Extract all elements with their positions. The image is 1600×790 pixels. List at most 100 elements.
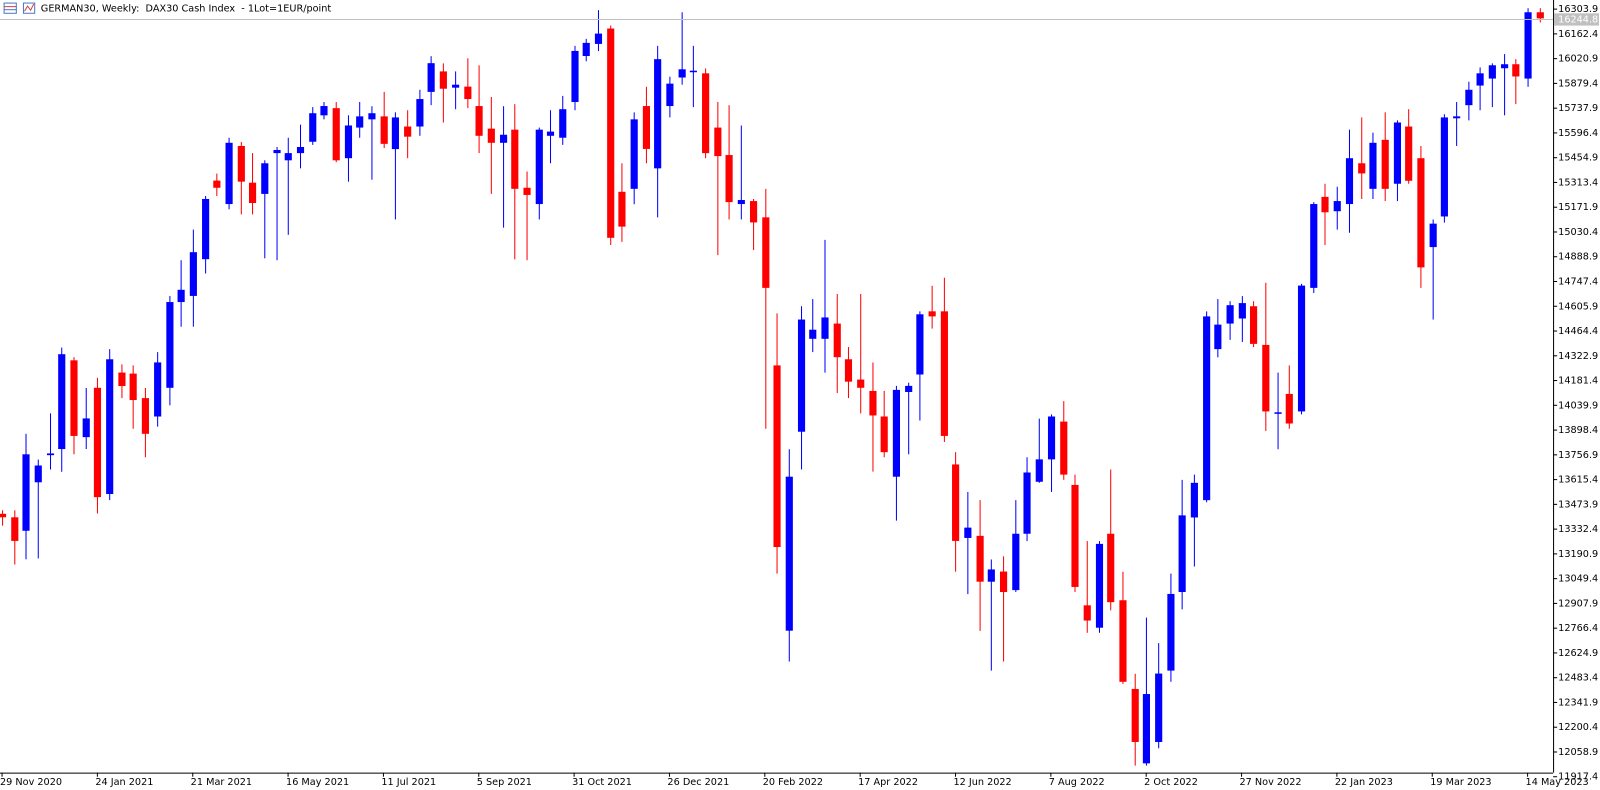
candle-body [1167,593,1175,671]
candle-body [1310,204,1318,288]
candle-body [1190,482,1198,518]
candle-body [1214,324,1222,350]
y-tick-label: 12766.4 [1558,623,1598,634]
candle-body [785,476,793,631]
y-tick-label: 14181.4 [1558,376,1598,387]
candle-body [1060,421,1068,475]
y-tick-label: 12907.9 [1558,598,1598,609]
candle-body [368,113,376,120]
candle-body [1358,163,1366,174]
candle-body [844,359,853,382]
candle-body [237,145,245,182]
candle-body [452,84,460,88]
candle-body [511,129,519,189]
candle-body [356,116,364,128]
candle-body [1405,126,1413,181]
icon-graph [24,3,35,12]
candle-body [1238,303,1246,319]
candle-body [118,372,126,387]
y-tick-label: 16303.9 [1558,4,1598,15]
y-tick-label: 13615.4 [1558,475,1598,486]
x-tick-label: 5 Sep 2021 [477,777,532,788]
candle-body [797,319,806,432]
candle-body [1453,116,1461,119]
candle-body [1262,344,1270,412]
y-tick-label: 13756.9 [1558,450,1598,461]
candle-body [225,142,233,205]
y-tick-label: 15313.4 [1558,177,1598,188]
candle-body [1333,201,1341,212]
candle-body [714,127,722,157]
candle-body [500,134,508,143]
candle-body [1119,600,1127,682]
candle-body [1250,306,1258,344]
candle-body [666,83,674,107]
candle-body [309,113,317,142]
candle-body [1142,694,1150,764]
candle-body [1285,393,1293,424]
y-tick-label: 12624.9 [1558,648,1598,659]
candle-body [202,198,210,260]
candle-body [1393,122,1402,184]
candle-body [261,163,269,194]
candle-body [1083,605,1091,621]
candle-body [141,398,149,434]
y-tick-label: 13332.4 [1558,524,1598,535]
candle-body [702,73,710,154]
candle-body [1440,117,1448,217]
x-tick-label: 22 Jan 2023 [1335,777,1393,788]
candle-body [391,117,399,150]
candle-body [296,146,305,154]
candle-body [964,527,972,538]
candle-body [1381,139,1389,189]
candle-body [821,317,829,339]
candle-body [189,252,197,296]
candle-body [952,464,960,541]
x-tick-label: 11 Jul 2021 [381,777,436,788]
candle-body [1524,12,1532,79]
x-tick-label: 19 Mar 2023 [1430,777,1491,788]
y-tick-label: 16162.4 [1558,29,1598,40]
candle-body [93,387,102,498]
candle-body [1035,459,1043,482]
candle-body [106,359,114,495]
y-tick-label: 12341.9 [1558,697,1598,708]
candle-body [475,106,483,136]
candle-body [571,50,579,103]
y-tick-label: 12200.4 [1558,722,1598,733]
candle-body [1476,73,1484,86]
x-tick-label: 24 Jan 2021 [95,777,153,788]
x-tick-label: 2 Oct 2022 [1144,777,1198,788]
candle-body [320,106,328,116]
candle-body [559,109,567,138]
candle-body [1095,543,1104,628]
candle-body [762,217,770,288]
candle-body [1071,484,1079,587]
current-price-box [1554,13,1599,26]
x-tick-label: 21 Mar 2021 [191,777,252,788]
candle-body [166,302,174,388]
candle-body [46,453,55,456]
candle-body [618,191,626,227]
candle-body [987,569,995,582]
candle-body [1131,688,1139,742]
candle-body [1203,316,1211,501]
candle-body [11,517,19,541]
candle-body [737,200,745,205]
header-icons [3,2,36,14]
y-tick-label: 15596.4 [1558,128,1598,139]
x-tick-label: 14 May 2023 [1526,777,1589,788]
current-price-label: 16244.8 [1558,14,1598,25]
candle-body [607,28,615,238]
candle-body [1501,64,1509,69]
candle-body [1429,223,1437,248]
candle-body [892,389,900,477]
candle-body [58,354,66,450]
x-tick-label: 7 Aug 2022 [1049,777,1105,788]
y-tick-label: 14039.9 [1558,400,1598,411]
candle-body [487,128,495,143]
y-tick-label: 13473.9 [1558,499,1598,510]
candle-body [928,311,936,317]
